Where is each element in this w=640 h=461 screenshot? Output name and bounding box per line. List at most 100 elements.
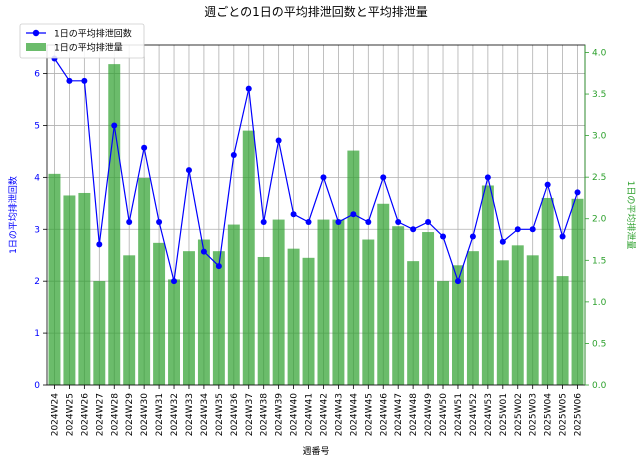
left-tick-label: 5 [34,121,40,131]
line-series [51,55,581,285]
line-point [380,174,387,181]
line-point [559,233,566,240]
right-tick-label: 3.5 [592,90,606,100]
bar [466,251,479,385]
x-tick-label: 2024W39 [275,393,285,437]
line-point [66,77,73,84]
x-tick-label: 2024W50 [439,393,449,437]
bar [362,239,375,385]
line-point [365,219,372,226]
x-tick-label: 2024W49 [424,393,434,437]
x-tick-label: 2024W38 [260,393,270,437]
left-tick-label: 4 [34,173,40,183]
bar [451,265,464,385]
line-point [171,278,178,285]
line-point [440,233,447,240]
line-point [454,278,461,285]
x-tick-label: 2024W33 [185,393,195,436]
x-axis-ticks: 2024W24 2024W25 2024W26 2024W27 2024W28 2024W… [50,385,584,437]
bar [526,255,539,385]
bar [48,173,61,385]
bar [571,198,584,385]
chart-title: 週ごとの1日の平均排泄回数と平均排泄量 [204,4,428,19]
left-tick-label: 1 [34,329,40,339]
line-point [290,211,297,218]
line-point [245,85,252,92]
line-point [275,137,282,144]
bar [227,224,240,385]
x-tick-label: 2024W40 [290,393,300,437]
x-tick-label: 2024W48 [409,393,419,437]
bar [317,219,330,385]
bar [272,219,285,385]
bar [496,260,509,385]
x-tick-label: 2024W36 [230,393,240,437]
line-point [410,226,417,233]
line-point [200,248,207,255]
bar [108,64,121,385]
x-tick-label: 2025W06 [574,393,584,437]
line-point [529,226,536,233]
bar [93,281,106,385]
bar [123,255,136,385]
line-point [230,152,237,159]
line-point [425,219,432,226]
line-point [126,219,133,226]
bar [481,185,494,385]
left-axis-ticks: 0 1 2 3 4 5 6 [34,70,47,391]
bar [197,239,210,385]
x-tick-label: 2024W51 [454,393,464,436]
bar [511,245,524,385]
x-tick-label: 2025W03 [529,393,539,436]
bar [168,279,181,385]
x-tick-label: 2024W26 [80,393,90,437]
right-tick-label: 3.0 [592,132,607,142]
bar [212,251,225,385]
bar [78,192,91,385]
line-point [156,219,163,226]
right-axis-label: 1日の平均排泄量 [625,181,637,250]
bar [302,257,315,385]
right-tick-label: 2.5 [592,173,606,183]
x-tick-label: 2024W24 [50,393,60,437]
bar [437,281,450,385]
line-point [395,219,402,226]
line-point [499,238,506,245]
x-tick-label: 2024W29 [125,393,135,437]
x-tick-label: 2024W37 [245,393,255,436]
legend-bar-swatch [26,43,46,51]
line-point [185,167,192,174]
line-point [260,219,267,226]
left-tick-label: 0 [34,381,40,391]
x-tick-label: 2024W28 [110,393,120,437]
right-tick-label: 0.5 [592,339,606,349]
left-tick-label: 3 [34,225,40,235]
x-tick-label: 2024W44 [349,393,359,437]
line-point [335,219,342,226]
bar [138,178,151,385]
bar-series [48,64,584,385]
x-tick-label: 2024W25 [65,393,75,436]
bar [182,251,195,385]
left-tick-label: 2 [34,277,40,287]
legend-line-marker [32,29,40,37]
x-tick-label: 2024W53 [484,393,494,436]
x-tick-label: 2024W46 [379,393,389,437]
legend-box [19,23,145,59]
right-tick-label: 0.0 [592,381,607,391]
bar [422,232,435,385]
bar [153,242,166,385]
x-tick-label: 2024W43 [334,393,344,436]
line-point [574,189,581,196]
right-tick-label: 4.0 [592,48,607,58]
x-tick-label: 2025W05 [559,393,569,436]
x-tick-label: 2024W47 [394,393,404,436]
x-tick-label: 2025W02 [514,393,524,436]
line-point [544,181,551,188]
x-tick-label: 2024W31 [155,393,165,436]
bar [392,226,405,385]
x-tick-label: 2024W27 [95,393,105,436]
bar [541,197,554,385]
right-tick-label: 1.0 [592,298,607,308]
bar [242,130,255,385]
